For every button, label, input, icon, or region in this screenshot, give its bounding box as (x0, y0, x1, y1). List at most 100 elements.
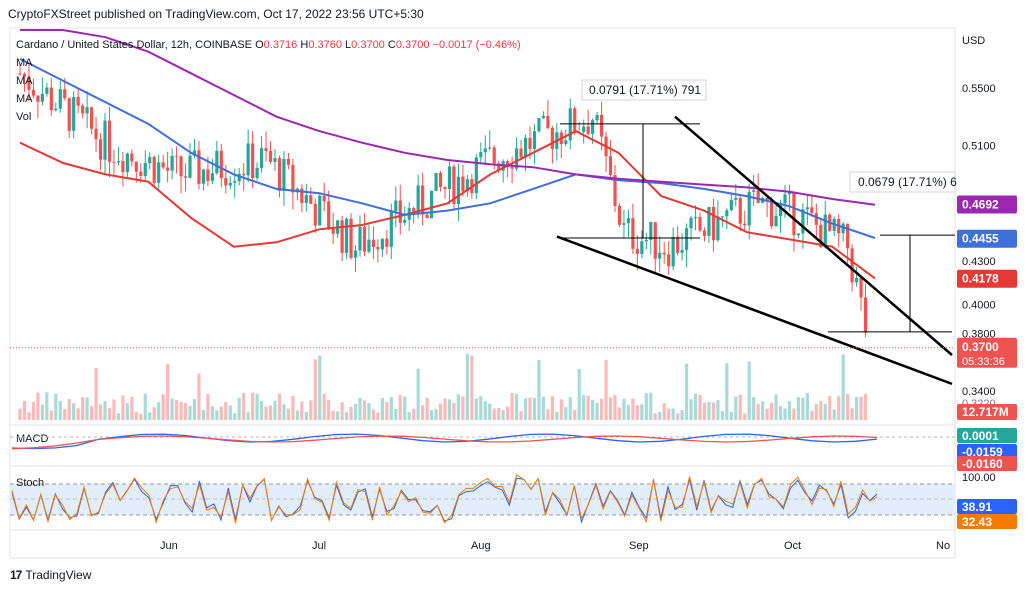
candle-body (300, 188, 304, 203)
macd-value-bg (957, 444, 1017, 459)
volume-bar (112, 399, 116, 420)
volume-bar (635, 405, 639, 420)
candle-body (846, 223, 850, 249)
candle-body (573, 108, 577, 133)
volume-bar (72, 403, 76, 420)
volume-bar (555, 411, 559, 420)
volume-bar (698, 394, 702, 420)
candle-body (412, 208, 416, 215)
indicator-ma-1[interactable]: MA (16, 57, 33, 69)
candle-body (765, 197, 769, 201)
volume-bar (456, 394, 461, 420)
volume-bar (421, 405, 425, 420)
volume-bar (215, 410, 219, 420)
volume-bar (336, 411, 340, 420)
volume-bar (201, 409, 206, 420)
candle-body (367, 239, 371, 252)
current-price-label: 0.3700 (962, 340, 999, 354)
candle-body (456, 176, 461, 205)
volume-bar (514, 393, 519, 420)
price-label-bg (957, 195, 1017, 214)
y-tick-label: 0.3400 (962, 386, 996, 398)
volume-bar (720, 410, 724, 420)
volume-bar (662, 403, 666, 420)
indicator-ma-2[interactable]: MA (16, 75, 33, 87)
candle-body (653, 222, 657, 259)
candle-body (76, 96, 80, 106)
volume-bar (519, 411, 523, 420)
tradingview-logo-icon: 17 (10, 568, 22, 582)
indicator-volume[interactable]: Vol (16, 111, 32, 123)
candle-body (711, 206, 716, 241)
candle-body (474, 157, 478, 194)
volume-bar (246, 412, 250, 420)
candle-body (18, 73, 22, 75)
volume-bar (259, 401, 264, 420)
volume-bar (680, 410, 684, 420)
tradingview-logo[interactable]: 17 TradingView (10, 568, 91, 582)
candle-body (720, 216, 724, 218)
volume-bar (318, 355, 322, 420)
candle-body (327, 201, 331, 229)
price-label-bg (957, 229, 1017, 248)
volume-bar (823, 403, 827, 420)
volume-bar (859, 396, 863, 420)
candle-body (796, 233, 801, 236)
volume-bar (403, 396, 407, 420)
candle-body (532, 131, 537, 149)
candle-body (273, 158, 277, 162)
volume-bar (743, 413, 747, 420)
candle-body (259, 148, 264, 168)
volume-bar (255, 393, 259, 420)
y-tick-label: 0.4300 (962, 256, 996, 268)
ma-line-3 (20, 29, 876, 206)
volume-bar (447, 399, 452, 420)
macd-line (11, 433, 878, 450)
candle-body (519, 148, 523, 158)
volume-bar (506, 406, 510, 420)
stoch-k-line (11, 477, 878, 524)
volume-bar (273, 400, 277, 420)
candle-body (246, 143, 250, 176)
volume-bar (756, 403, 760, 420)
candle-body (183, 176, 188, 178)
volume-bar (774, 394, 778, 420)
candle-body (506, 161, 510, 167)
volume-bar (76, 408, 80, 420)
tradingview-brand: TradingView (25, 568, 92, 582)
volume-bar (36, 392, 40, 420)
volume-bar (358, 397, 362, 420)
candle-body (599, 114, 604, 137)
candle-body (564, 140, 568, 145)
candle-body (483, 148, 487, 153)
candle-body (671, 236, 675, 267)
indicator-ma-3[interactable]: MA (16, 93, 33, 105)
candle-body (447, 166, 452, 190)
candle-body (546, 115, 550, 128)
candle-body (139, 171, 143, 176)
volume-bar (291, 396, 295, 420)
volume-bar (327, 400, 331, 420)
volume-bar (313, 359, 317, 420)
volume-bar (608, 397, 613, 420)
volume-bar (707, 402, 711, 420)
macd-signal-line (11, 435, 878, 450)
candle-body (649, 222, 653, 240)
volume-bar (716, 400, 720, 420)
candle-body (107, 120, 112, 162)
candle-body (805, 207, 809, 210)
candle-body (67, 98, 71, 131)
candle-body (121, 161, 125, 173)
y-axis-unit: USD (962, 35, 985, 47)
candle-body (492, 147, 496, 164)
candle-body (380, 238, 384, 250)
candle-body (152, 156, 156, 183)
candle-body (157, 162, 161, 183)
candle-body (631, 218, 635, 249)
candle-body (617, 205, 622, 225)
volume-bar (582, 394, 586, 420)
candle-body (778, 203, 783, 217)
x-tick-label: Sep (629, 540, 649, 552)
